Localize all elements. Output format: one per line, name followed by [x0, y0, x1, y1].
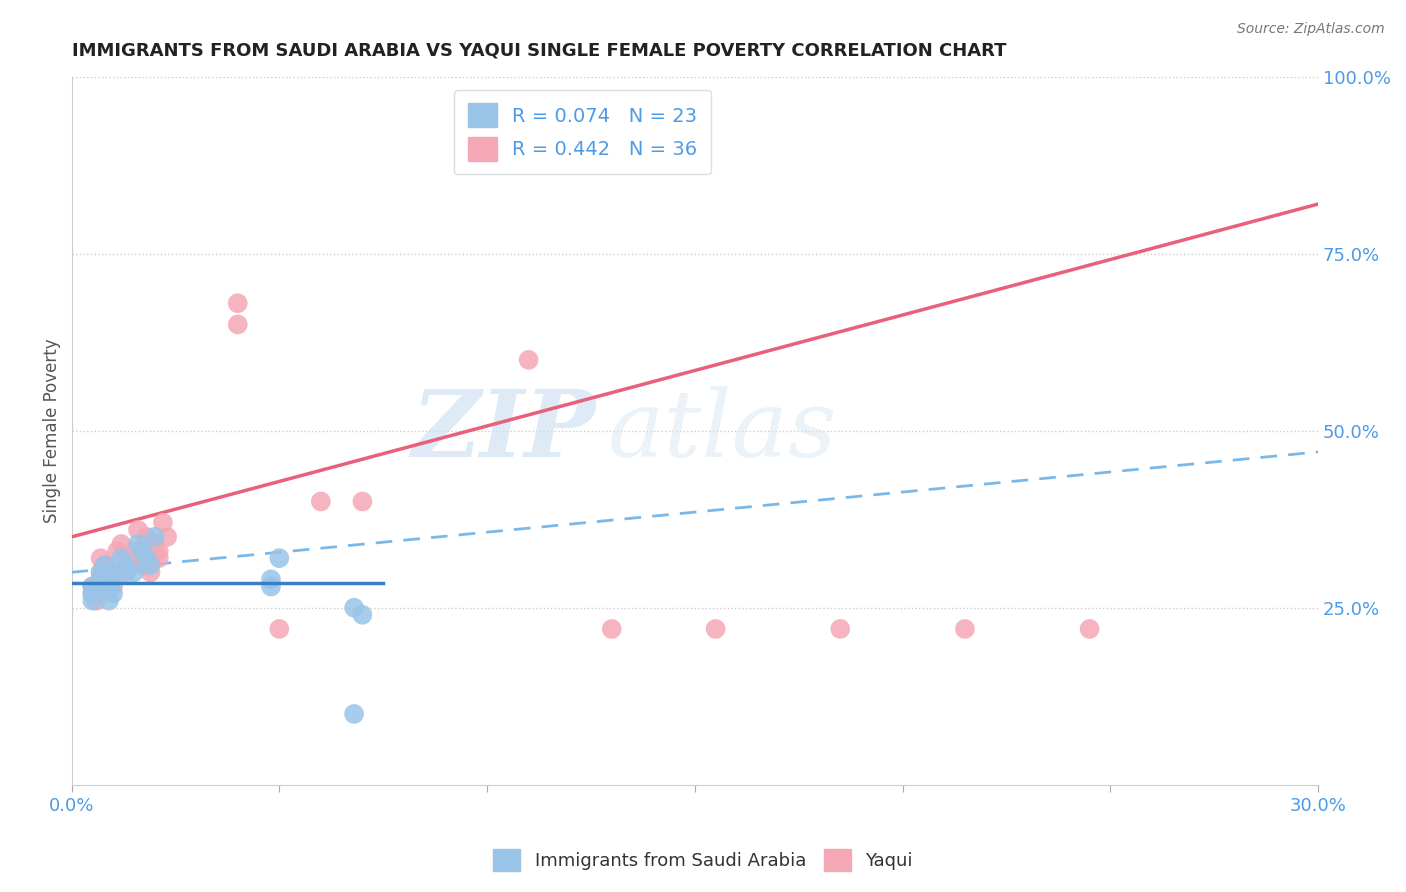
Point [118, 558, 141, 573]
Point [101, 586, 124, 600]
Point [105, 544, 128, 558]
Point [90, 566, 112, 580]
Point [90, 566, 112, 580]
Point [143, 530, 166, 544]
Point [269, 551, 291, 566]
Point [131, 544, 153, 558]
Point [148, 544, 170, 558]
Point [139, 566, 162, 580]
Point [260, 573, 283, 587]
Point [127, 537, 149, 551]
Point [152, 516, 174, 530]
Point [226, 296, 249, 310]
Point [94, 558, 117, 573]
Point [82, 586, 104, 600]
Point [114, 558, 136, 573]
Point [1078, 622, 1101, 636]
Point [352, 607, 374, 622]
Point [127, 523, 149, 537]
Point [309, 494, 332, 508]
Point [135, 530, 157, 544]
Point [226, 318, 249, 332]
Point [97, 593, 120, 607]
Point [156, 530, 179, 544]
Point [101, 579, 124, 593]
Point [114, 551, 136, 566]
Text: IMMIGRANTS FROM SAUDI ARABIA VS YAQUI SINGLE FEMALE POVERTY CORRELATION CHART: IMMIGRANTS FROM SAUDI ARABIA VS YAQUI SI… [72, 42, 1007, 60]
Point [114, 566, 136, 580]
Point [82, 579, 104, 593]
Point [90, 551, 112, 566]
Point [131, 558, 153, 573]
Point [343, 706, 366, 721]
Point [97, 573, 120, 587]
Point [97, 579, 120, 593]
Point [82, 593, 104, 607]
Legend: R = 0.074   N = 23, R = 0.442   N = 36: R = 0.074 N = 23, R = 0.442 N = 36 [454, 90, 711, 174]
Point [94, 558, 117, 573]
Text: atlas: atlas [607, 385, 837, 475]
Y-axis label: Single Female Poverty: Single Female Poverty [44, 338, 60, 523]
Point [135, 551, 157, 566]
Text: Source: ZipAtlas.com: Source: ZipAtlas.com [1237, 22, 1385, 37]
Point [830, 622, 852, 636]
Point [704, 622, 727, 636]
Point [82, 586, 104, 600]
Point [82, 579, 104, 593]
Point [101, 566, 124, 580]
Point [260, 579, 283, 593]
Point [110, 537, 132, 551]
Point [148, 551, 170, 566]
Point [352, 494, 374, 508]
Point [269, 622, 291, 636]
Point [143, 537, 166, 551]
Point [101, 573, 124, 587]
Point [86, 593, 108, 607]
Point [953, 622, 976, 636]
Point [517, 352, 540, 367]
Point [90, 579, 112, 593]
Text: ZIP: ZIP [411, 385, 595, 475]
Point [90, 573, 112, 587]
Point [122, 544, 145, 558]
Point [343, 600, 366, 615]
Point [600, 622, 623, 636]
Legend: Immigrants from Saudi Arabia, Yaqui: Immigrants from Saudi Arabia, Yaqui [486, 842, 920, 879]
Point [101, 566, 124, 580]
Point [139, 558, 162, 573]
Point [122, 566, 145, 580]
Point [110, 551, 132, 566]
Point [127, 551, 149, 566]
Point [114, 566, 136, 580]
